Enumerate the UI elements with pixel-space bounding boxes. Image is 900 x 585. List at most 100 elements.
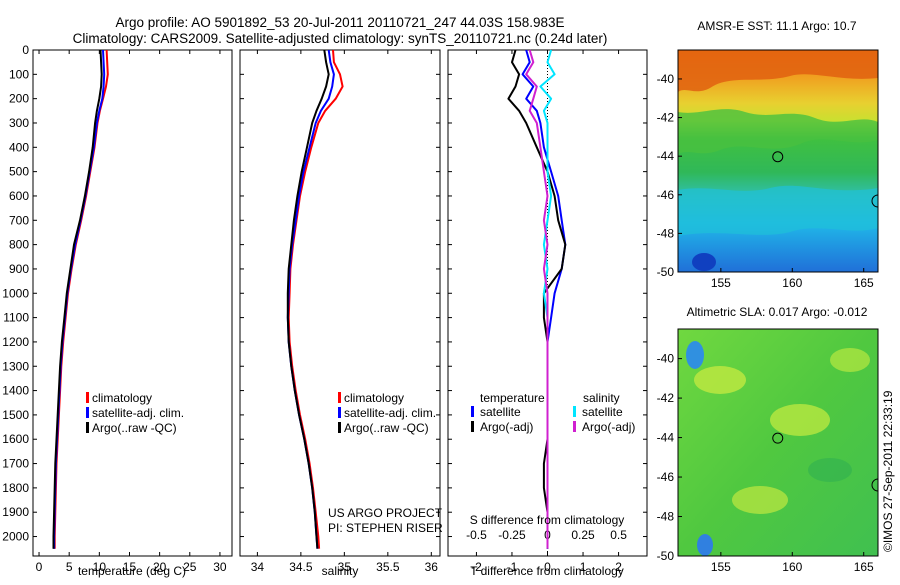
depth-tick-label: 1700 xyxy=(2,457,29,471)
x-tick-label: -1 xyxy=(507,560,518,574)
x-tick-label: 20 xyxy=(153,560,167,574)
legend-swatch-satellite xyxy=(338,407,341,418)
legend-title-salinity: salinity xyxy=(583,391,620,405)
depth-tick-label: 1100 xyxy=(3,311,29,325)
legend-label-satellite: satellite-adj. clim. xyxy=(344,406,436,420)
depth-tick-label: 0 xyxy=(22,43,29,57)
legend-swatch-s-argo xyxy=(573,421,576,432)
sla-blue-eddy xyxy=(697,534,713,556)
map-edge-marker xyxy=(871,194,879,208)
depth-axis-ticks: 0 100 200 300 400 500 600 700 800 900 1000 1100 1200… xyxy=(2,43,37,544)
legend-label-argo: Argo(..raw -QC) xyxy=(344,421,429,435)
legend-label-s-satellite: satellite xyxy=(582,405,623,419)
sla-high-patch xyxy=(830,348,870,372)
temperature-plot-area xyxy=(32,49,233,557)
argo-position-marker xyxy=(772,432,784,444)
lat-tick-label: -44 xyxy=(657,431,675,445)
sla-blue-eddy xyxy=(686,341,704,369)
legend-title-temperature: temperature xyxy=(480,391,545,405)
x-tick-label: 35.5 xyxy=(376,560,400,574)
depth-tick-label: 700 xyxy=(9,213,29,227)
s-difference-tick-label: -0.5 xyxy=(466,528,487,542)
temperature-series-lines xyxy=(52,49,109,549)
series-line-argo-adj- xyxy=(525,49,549,549)
depth-tick-label: 1200 xyxy=(2,335,29,349)
x-tick-label: 0 xyxy=(36,560,43,574)
salinity-series-lines xyxy=(286,49,344,549)
lat-tick-label: -50 xyxy=(657,549,675,563)
x-tick-label: 0 xyxy=(544,560,551,574)
depth-tick-label: 1600 xyxy=(2,432,29,446)
lat-tick-label: -46 xyxy=(657,188,675,202)
x-tick-label: 34.5 xyxy=(289,560,313,574)
lat-tick-label: -42 xyxy=(657,111,675,125)
x-tick-label: 36 xyxy=(425,560,439,574)
difference-legend: temperature salinity satellite Argo(-adj… xyxy=(471,391,635,434)
lon-tick-label: 155 xyxy=(711,560,731,574)
x-tick-label: 34 xyxy=(251,560,265,574)
depth-tick-label: 2000 xyxy=(2,530,29,544)
sst-map-title: AMSR-E SST: 11.1 Argo: 10.7 xyxy=(697,19,857,33)
s-difference-tick-label: 0.5 xyxy=(610,528,627,542)
sla-field xyxy=(678,329,878,556)
figure-title-line-1: Argo profile: AO 5901892_53 20-Jul-2011 … xyxy=(115,15,564,30)
depth-tick-label: 1300 xyxy=(2,359,29,373)
figure-title-line-2: Climatology: CARS2009. Satellite-adjuste… xyxy=(73,31,608,46)
depth-tick-label: 300 xyxy=(9,116,29,130)
legend-swatch-climatology xyxy=(86,392,89,403)
s-difference-tick-label: 0.25 xyxy=(571,528,595,542)
legend-label-s-argo: Argo(-adj) xyxy=(582,420,635,434)
sst-map-frame xyxy=(677,49,879,273)
series-line-argo-adj- xyxy=(507,49,567,549)
sst-green-band xyxy=(678,109,878,154)
sla-high-patch xyxy=(770,404,830,436)
legend-swatch-t-argo xyxy=(471,421,474,432)
x-tick-label: 35 xyxy=(338,560,352,574)
x-tick-label: 1 xyxy=(580,560,587,574)
map-edge-marker xyxy=(871,478,879,492)
x-tick-label: -2 xyxy=(471,560,482,574)
lon-tick-label: 165 xyxy=(854,276,874,290)
s-difference-tick-label: -0.25 xyxy=(498,528,526,542)
lat-tick-label: -50 xyxy=(657,265,675,279)
sla-map-title: Altimetric SLA: 0.017 Argo: -0.012 xyxy=(687,305,868,319)
series-line-argo-raw-qc- xyxy=(52,49,103,549)
lat-tick-label: -40 xyxy=(657,72,675,86)
depth-tick-label: 1900 xyxy=(2,505,29,519)
legend-label-t-satellite: satellite xyxy=(480,405,521,419)
lat-tick-label: -48 xyxy=(657,226,675,240)
x-tick-label: 5 xyxy=(66,560,73,574)
sla-high-patch xyxy=(732,486,788,514)
legend-label-t-argo: Argo(-adj) xyxy=(480,420,533,434)
temperature-panel: 0100200300400500600700800900100011001200… xyxy=(2,43,233,578)
lat-tick-label: -40 xyxy=(657,352,675,366)
lon-tick-label: 165 xyxy=(854,560,874,574)
difference-panel: -2 -1 0 1 2 -0.5 -0.25 0 0.25 0.5 T difference f… xyxy=(447,49,648,578)
sla-low-patch xyxy=(808,458,852,482)
legend-label-climatology: climatology xyxy=(92,391,152,405)
depth-tick-label: 1500 xyxy=(2,408,29,422)
series-line-argo-raw-qc- xyxy=(286,49,330,549)
depth-tick-label: 1400 xyxy=(2,384,29,398)
salinity-panel: 34 34.5 35 35.5 36 salinity climatology sate… xyxy=(239,49,443,578)
lat-tick-label: -42 xyxy=(657,391,675,405)
salinity-axis-ticks: 34 34.5 35 35.5 36 xyxy=(240,49,440,574)
difference-series-lines xyxy=(507,49,567,549)
depth-tick-label: 200 xyxy=(9,92,29,106)
legend-swatch-t-satellite xyxy=(471,406,474,417)
legend-swatch-argo xyxy=(338,422,341,433)
legend-label-argo: Argo(..raw -QC) xyxy=(92,421,177,435)
difference-axis-ticks: -2 -1 0 1 2 xyxy=(448,49,647,574)
lat-tick-label: -46 xyxy=(657,470,675,484)
s-difference-axis-label: S difference from climatology xyxy=(470,513,625,527)
temperature-axis-ticks: 0 5 10 15 20 25 30 xyxy=(36,50,227,574)
x-tick-label: 2 xyxy=(615,560,622,574)
legend-label-climatology: climatology xyxy=(344,391,404,405)
copyright-timestamp: ©IMOS 27-Sep-2011 22:33:19 xyxy=(881,390,895,552)
lat-tick-label: -48 xyxy=(657,510,675,524)
depth-tick-label: 500 xyxy=(9,165,29,179)
credit-pi: PI: STEPHEN RISER xyxy=(328,521,443,535)
lat-tick-label: -44 xyxy=(657,149,675,163)
